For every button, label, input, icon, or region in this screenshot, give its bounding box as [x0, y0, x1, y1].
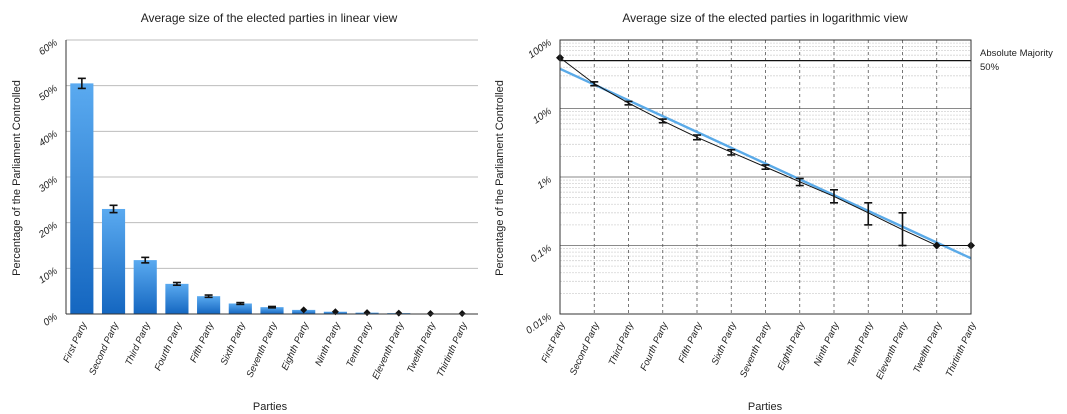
linear-chart-title: Average size of the elected parties in l… [141, 11, 398, 25]
linear-y-tick-label: 10% [37, 266, 60, 287]
marker-eleventh-party [395, 309, 403, 317]
linear-axes [65, 40, 478, 315]
log-x-tick-label: Thirtinth Party [944, 319, 979, 378]
error-bar-fifth-party [204, 294, 213, 299]
majority-label: Absolute Majority [980, 48, 1053, 59]
log-chart-title: Average size of the elected parties in l… [622, 11, 908, 25]
error-bar-eleventh-party [898, 212, 907, 247]
log-x-tick-label: Tenth Party [846, 319, 877, 368]
linear-x-tick-label: Eleventh Party [370, 319, 407, 381]
linear-x-tick-label: Seventh Party [245, 319, 281, 379]
error-bar-seventh-party [761, 164, 770, 170]
error-bar-seventh-party [268, 305, 276, 309]
linear-x-tick-label: Third Party [123, 319, 153, 367]
bar-second-party [101, 208, 126, 314]
log-x-tick-label: Seventh Party [738, 319, 774, 379]
error-bar-fourth-party [172, 281, 181, 287]
error-bar-third-party [624, 100, 633, 106]
log-chart-xlabel: Parties [748, 401, 783, 413]
log-x-tick-label: Twelfth Party [911, 319, 945, 374]
bar-sixth-party [228, 303, 252, 314]
log-y-tick-label: 100% [526, 37, 553, 61]
log-x-tick-label: Second Party [568, 319, 603, 376]
linear-x-tick-label: Thirtinth Party [435, 319, 470, 378]
log-axes [559, 39, 972, 315]
log-x-tick-label: Eighth Party [776, 319, 808, 372]
log-x-tick-label: Ninth Party [812, 319, 842, 367]
majority-value-label: 50% [980, 62, 1000, 73]
linear-y-tick-label: 40% [37, 129, 60, 150]
log-x-tick-label: Third Party [607, 319, 637, 367]
linear-x-tick-label: Ninth Party [313, 319, 343, 367]
data-series-line [559, 57, 971, 246]
log-y-tick-label: 0.01% [524, 311, 554, 336]
linear-bars [70, 77, 474, 318]
error-bar-fifth-party [693, 134, 701, 141]
linear-y-ticks: 0% 10% 20% 30% 40% 50% 60% [36, 37, 60, 328]
linear-chart-ylabel: Percentage of the Parliament Controlled [11, 80, 23, 276]
bar-first-party [70, 83, 94, 314]
log-chart: Average size of the elected parties in l… [494, 11, 1053, 413]
linear-chart: Average size of the elected parties in l… [11, 11, 478, 413]
log-y-tick-label: 10% [531, 106, 554, 127]
error-bar-eighth-party [795, 177, 804, 187]
linear-x-tick-label: First Party [61, 319, 90, 364]
log-plot-frame [559, 39, 972, 315]
log-x-tick-label: Eleventh Party [874, 319, 911, 381]
log-x-tick-label: Fourth Party [638, 319, 671, 372]
linear-x-tick-label: Fourth Party [153, 319, 186, 372]
bar-fourth-party [165, 283, 189, 314]
linear-x-tick-label: Tenth Party [344, 319, 375, 368]
error-bar-first-party [77, 77, 86, 90]
linear-grid [66, 39, 478, 269]
log-y-ticks: 0.01% 0.1% 1% 10% 100% [524, 37, 554, 336]
linear-x-tick-label: Eighth Party [280, 319, 312, 372]
log-series [556, 53, 975, 260]
linear-y-tick-label: 0% [42, 311, 60, 328]
error-bar-fourth-party [658, 118, 667, 124]
linear-chart-xlabel: Parties [253, 401, 288, 413]
linear-x-tick-label: Fifth Party [188, 319, 217, 364]
error-bar-sixth-party [727, 148, 736, 156]
log-x-ticks: First Party Second Party Third Party Fourth… [539, 319, 979, 381]
log-y-tick-label: 0.1% [529, 243, 554, 265]
log-chart-ylabel: Percentage of the Parliament Controlled [494, 80, 506, 276]
error-bar-second-party [109, 204, 118, 214]
error-bar-ninth-party [830, 189, 838, 204]
fit-trend-line [559, 67, 972, 260]
linear-y-tick-label: 50% [37, 83, 60, 104]
linear-y-tick-label: 60% [37, 37, 60, 58]
error-bar-second-party [590, 81, 599, 87]
linear-y-tick-label: 30% [37, 174, 60, 195]
log-x-tick-label: Fifth Party [676, 319, 705, 364]
linear-x-tick-label: Twelfth Party [405, 319, 439, 374]
log-y-tick-label: 1% [536, 174, 554, 191]
marker-eighth-party [300, 306, 308, 314]
log-x-tick-label: Sixth Party [710, 319, 740, 366]
bar-seventh-party [260, 307, 284, 314]
marker-twelfth-party [932, 241, 941, 250]
marker-ninth-party [331, 308, 339, 316]
error-bar-third-party [141, 256, 150, 264]
marker-tenth-party [363, 309, 371, 317]
error-bar-tenth-party [864, 202, 873, 226]
log-grid [560, 39, 971, 314]
bar-fifth-party [197, 296, 221, 314]
error-bar-sixth-party [236, 301, 245, 306]
linear-x-tick-label: Second Party [87, 319, 122, 376]
linear-x-tick-label: Sixth Party [219, 319, 249, 366]
linear-y-tick-label: 20% [36, 220, 60, 241]
bar-third-party [133, 260, 157, 314]
